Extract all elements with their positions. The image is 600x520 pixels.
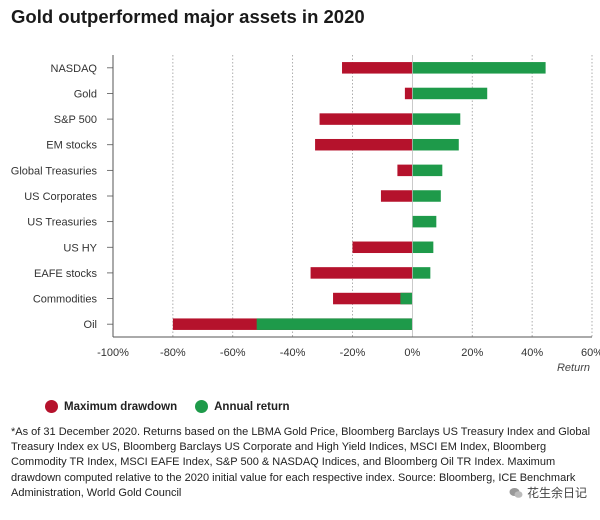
category-label: US Treasuries: [27, 217, 97, 229]
bar-return[interactable]: [412, 138, 459, 151]
x-tick-label: 60%: [581, 347, 600, 359]
wechat-icon: [509, 487, 523, 498]
grid-lines: [172, 55, 593, 337]
bar-drawdown[interactable]: [319, 113, 413, 125]
category-label: US HY: [63, 242, 97, 254]
chart-title: Gold outperformed major assets in 2020: [11, 6, 365, 27]
bar-drawdown[interactable]: [333, 292, 413, 305]
legend: Maximum drawdown Annual return: [45, 400, 308, 413]
x-tick-label: 0%: [404, 347, 420, 359]
bar-drawdown[interactable]: [342, 62, 413, 74]
bar-drawdown[interactable]: [380, 190, 413, 202]
x-tick-label: -60%: [220, 347, 246, 359]
category-label: Global Treasuries: [11, 165, 98, 177]
watermark-text: 花生余日记: [526, 486, 587, 500]
category-labels: NASDAQ Gold S&P 500 EM stocks Global Treasur…: [11, 63, 98, 331]
tick-labels: -100% -80% -60% -40% -20% 0% 20% 40% 60%: [97, 347, 600, 359]
bar-drawdown[interactable]: [404, 87, 413, 100]
bar-return[interactable]: [412, 215, 437, 228]
category-label: EAFE stocks: [34, 268, 97, 280]
bar-return[interactable]: [412, 267, 431, 279]
bar-return[interactable]: [412, 87, 488, 100]
bar-return[interactable]: [412, 113, 461, 125]
category-label: EM stocks: [46, 140, 97, 152]
footnote: *As of 31 December 2020. Returns based o…: [11, 426, 591, 499]
bar-drawdown[interactable]: [352, 241, 413, 254]
category-label: Gold: [74, 88, 97, 100]
legend-item-return[interactable]: Annual return: [195, 400, 290, 413]
bar-return[interactable]: [412, 190, 441, 202]
x-tick-label: -100%: [97, 347, 129, 359]
legend-dot-drawdown: [45, 400, 58, 413]
bar-drawdown[interactable]: [310, 267, 413, 279]
category-label: S&P 500: [54, 114, 97, 126]
x-axis-label: Return: [557, 362, 590, 374]
category-label: Oil: [84, 319, 97, 331]
bar-drawdown[interactable]: [397, 164, 413, 177]
legend-item-drawdown[interactable]: Maximum drawdown: [45, 400, 177, 413]
legend-label-return: Annual return: [214, 400, 290, 413]
bar-return[interactable]: [412, 62, 546, 74]
bar-drawdown[interactable]: [315, 138, 413, 151]
x-tick-label: -80%: [160, 347, 186, 359]
watermark: 花生余日记: [505, 483, 590, 502]
bars: [172, 62, 546, 330]
category-label: US Corporates: [24, 191, 97, 203]
legend-dot-return: [195, 400, 209, 413]
x-tick-label: 40%: [521, 347, 543, 359]
x-tick-label: 20%: [461, 347, 483, 359]
bar-return[interactable]: [412, 241, 434, 254]
bar-return[interactable]: [400, 292, 413, 305]
x-tick-label: -20%: [340, 347, 366, 359]
bar-return[interactable]: [256, 318, 413, 330]
bar-return[interactable]: [412, 164, 443, 177]
axes: [107, 55, 592, 338]
x-tick-label: -40%: [280, 347, 306, 359]
legend-label-drawdown: Maximum drawdown: [64, 400, 178, 413]
category-label: NASDAQ: [51, 63, 98, 75]
category-label: Commodities: [33, 294, 98, 306]
